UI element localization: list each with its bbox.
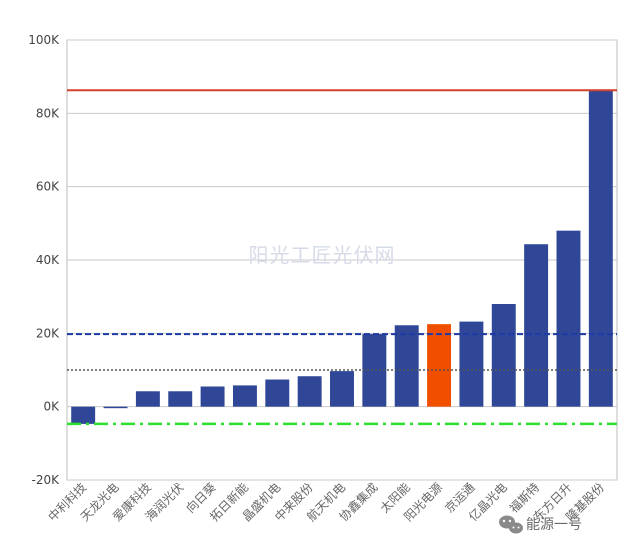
- x-axis-labels: 中利科技天龙光电爱康科技海润光伏向日葵拓日新能晶盛机电中来股份航天机电协鑫集成太…: [45, 480, 607, 525]
- y-tick-label: 100K: [28, 33, 60, 47]
- bar: [524, 244, 548, 406]
- y-tick-label: 80K: [36, 106, 60, 120]
- y-tick-label: 40K: [36, 253, 60, 267]
- y-tick-label: 60K: [36, 180, 60, 194]
- y-axis-ticks: -20K 0K 20K 40K 60K 80K 100K: [28, 33, 60, 487]
- bar: [427, 324, 451, 407]
- bar: [492, 304, 516, 407]
- watermark: 阳光工匠光伏网: [249, 243, 396, 267]
- branding: 能源一号: [499, 516, 582, 534]
- bar: [104, 407, 128, 409]
- wechat-icon: [499, 516, 523, 534]
- bar: [233, 385, 257, 406]
- bar: [395, 325, 419, 406]
- bar: [71, 407, 95, 424]
- y-tick-label: 0K: [43, 400, 60, 414]
- bar: [330, 371, 354, 407]
- bar: [265, 380, 289, 407]
- bar: [136, 391, 160, 406]
- y-tick-label: 20K: [36, 326, 60, 340]
- bar: [589, 90, 613, 406]
- bar: [362, 334, 386, 407]
- bar: [298, 376, 322, 406]
- y-tick-label: -20K: [32, 473, 61, 487]
- branding-text: 能源一号: [526, 517, 582, 533]
- bar: [557, 231, 581, 407]
- bar: [201, 387, 225, 407]
- bar: [168, 391, 192, 406]
